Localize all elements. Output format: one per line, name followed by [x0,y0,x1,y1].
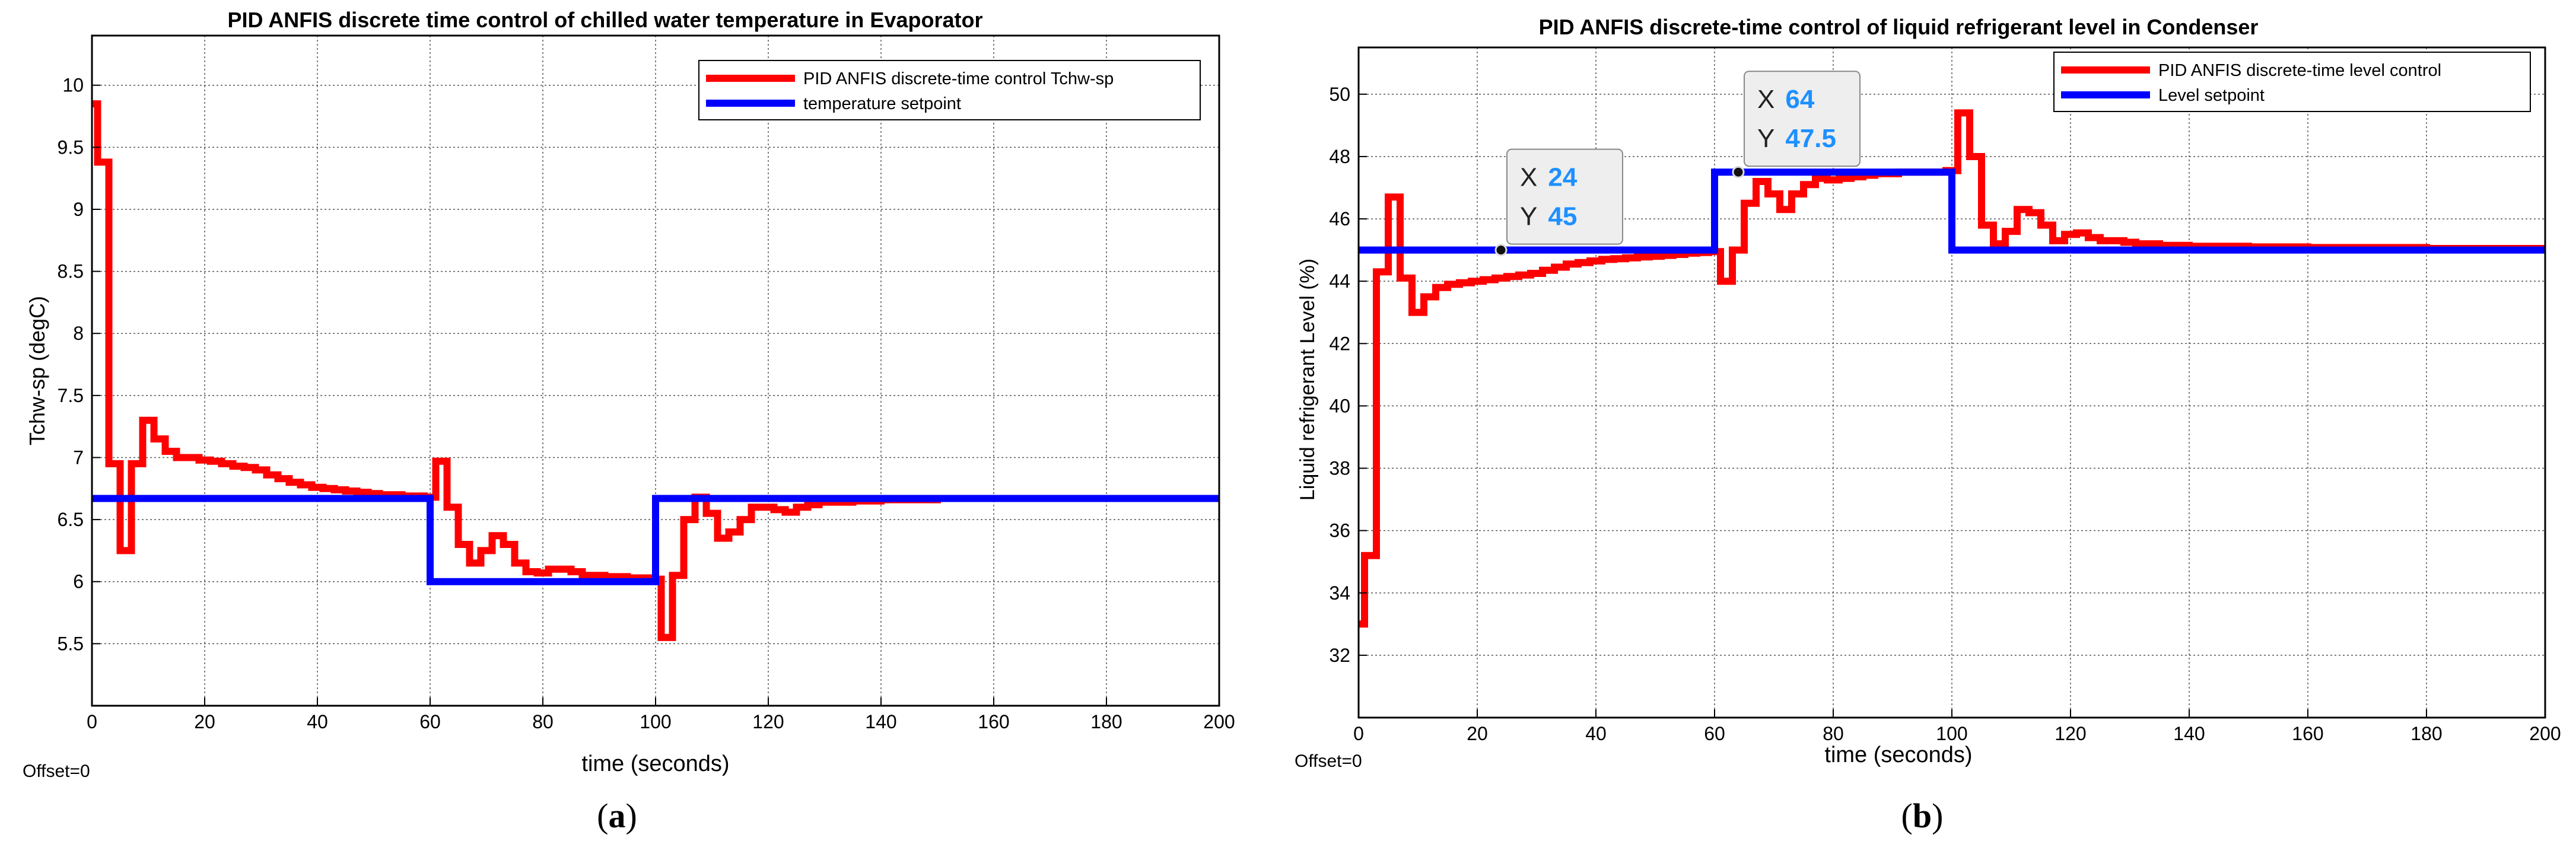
datatip-marker [1494,244,1508,257]
series-line-response [92,100,1219,641]
x-axis-label: time (seconds) [1824,743,1972,767]
series-line-setpoint [92,495,1219,585]
y-axis-ticks: 5.5 6 6.5 7 7.5 8 8.5 9 9.5 10 [58,75,100,654]
legend-entry: Level setpoint [2158,86,2265,105]
y-tick-label: 6.5 [58,509,84,530]
chart-title: PID ANFIS discrete-time control of liqui… [1539,15,2259,39]
y-tick-label: 48 [1329,146,1350,167]
y-tick-label: 7 [73,447,84,468]
y-tick-label: 32 [1329,645,1350,666]
subfigure-label: (a) [597,796,637,835]
y-tick-label: 10 [62,75,84,96]
x-tick-label: 100 [640,711,671,732]
offset-text: Offset=0 [1295,751,1362,771]
x-tick-label: 200 [1203,711,1235,732]
x-tick-label: 180 [2410,723,2442,744]
x-axis-ticks: 0 20 40 60 80 100 120 140 160 180 200 [87,697,1235,732]
x-tick-label: 120 [2055,723,2086,744]
legend: PID ANFIS discrete-time control Tchw-sp t… [698,60,1201,120]
series-lines [92,100,1219,641]
y-tick-label: 5.5 [58,633,84,654]
subfigure-label: (b) [1901,796,1944,835]
datatip-x-row: X 64 [1757,85,1815,114]
grid-lines [92,36,1219,706]
y-tick-label: 6 [73,571,84,592]
datatip-marker [1732,165,1745,179]
y-axis-ticks: 32 34 36 38 40 42 44 46 48 50 [1329,84,1367,666]
y-tick-label: 34 [1329,582,1350,604]
x-tick-label: 40 [307,711,328,732]
x-tick-label: 60 [419,711,441,732]
y-tick-label: 8.5 [58,261,84,282]
y-axis-label: Liquid refrigerant Level (%) [1296,259,1319,501]
chart-title: PID ANFIS discrete time control of chill… [228,8,983,32]
datatip-x-row: X 24 [1520,163,1578,192]
y-tick-label: 50 [1329,84,1350,105]
y-tick-label: 42 [1329,333,1350,354]
x-tick-label: 140 [865,711,896,732]
y-axis-label: Tchw-sp (degC) [25,296,49,445]
y-tick-label: 9 [73,199,84,220]
offset-text: Offset=0 [23,761,90,781]
datatip-box [1506,148,1623,245]
legend-entry: temperature setpoint [803,94,961,113]
datatip-box [1744,71,1861,167]
x-tick-label: 0 [87,711,97,732]
y-tick-label: 44 [1329,270,1350,292]
legend: PID ANFIS discrete-time level control Lev… [2053,52,2531,112]
series-lines [1359,109,2545,628]
x-tick-label: 120 [752,711,784,732]
y-tick-label: 36 [1329,520,1350,541]
x-tick-label: 100 [1936,723,1967,744]
y-tick-label: 8 [73,323,84,344]
y-tick-label: 40 [1329,395,1350,416]
x-tick-label: 20 [194,711,215,732]
datatip-y-row: Y 45 [1520,202,1577,231]
x-tick-label: 160 [2292,723,2323,744]
x-tick-label: 20 [1467,723,1488,744]
x-tick-label: 80 [532,711,554,732]
series-line-setpoint [1359,168,2545,254]
x-tick-label: 140 [2173,723,2205,744]
y-tick-label: 46 [1329,208,1350,230]
y-tick-label: 38 [1329,458,1350,479]
x-tick-label: 0 [1353,723,1364,744]
x-axis-ticks: 0 20 40 60 80 100 120 140 160 180 200 [1353,709,2561,744]
chart-panel-a: PID ANFIS discrete time control of chill… [23,8,1235,835]
datatip-y-row: Y 47.5 [1757,124,1836,153]
legend-entry: PID ANFIS discrete-time level control [2158,61,2441,80]
y-tick-label: 9.5 [58,136,84,158]
x-tick-label: 40 [1585,723,1607,744]
legend-entry: PID ANFIS discrete-time control Tchw-sp [803,69,1114,88]
x-tick-label: 60 [1704,723,1725,744]
series-line-response [1359,109,2545,628]
chart-panel-b: PID ANFIS discrete-time control of liqui… [1295,15,2561,835]
x-axis-label: time (seconds) [581,751,729,776]
x-tick-label: 200 [2529,723,2561,744]
x-tick-label: 180 [1090,711,1122,732]
x-tick-label: 80 [1823,723,1844,744]
x-tick-label: 160 [978,711,1009,732]
datatips: X 24 Y 45 X 64 Y 47.5 [1494,71,1861,257]
y-tick-label: 7.5 [58,385,84,406]
